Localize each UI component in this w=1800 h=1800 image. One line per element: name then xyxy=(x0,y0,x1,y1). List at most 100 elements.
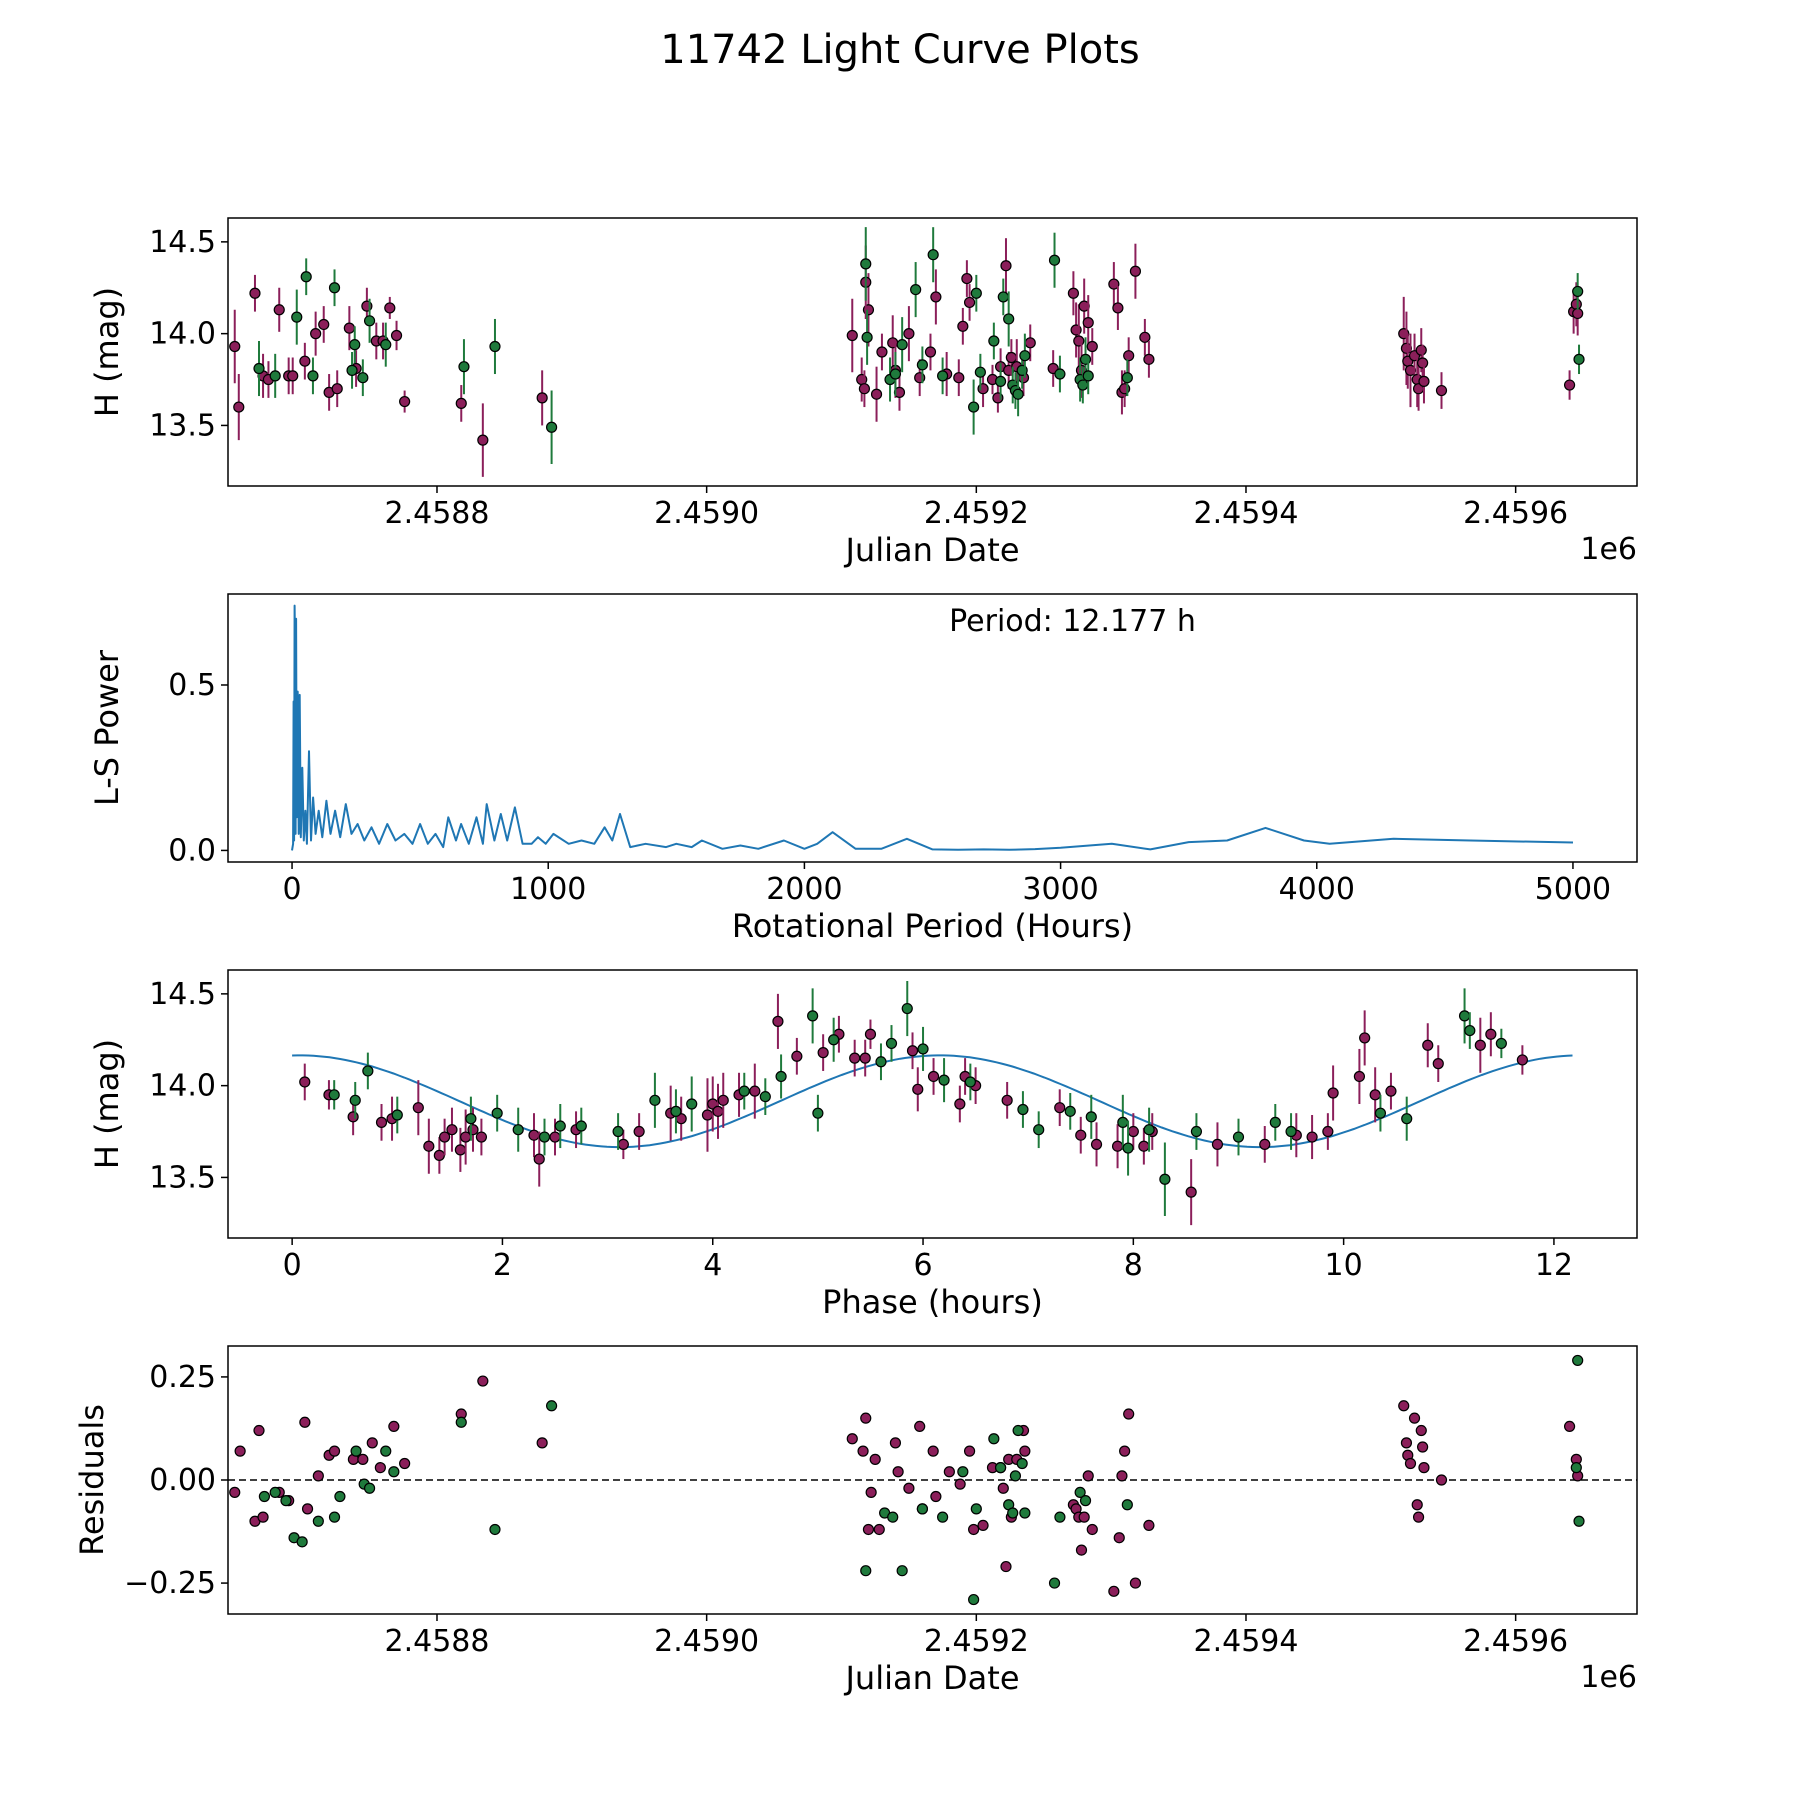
data-point-green xyxy=(1054,368,1066,380)
data-point-green xyxy=(901,1002,913,1015)
data-point-magenta xyxy=(549,1131,561,1143)
y-tick-label: 14.5 xyxy=(149,225,216,260)
data-point-magenta xyxy=(399,1457,411,1470)
data-point-magenta xyxy=(1417,1441,1429,1453)
data-point-magenta xyxy=(961,272,973,285)
data-point-green xyxy=(1016,1457,1028,1470)
data-point-magenta xyxy=(1418,1462,1430,1474)
data-point-green xyxy=(887,1511,899,1523)
data-point-green xyxy=(988,335,1000,347)
data-point-magenta xyxy=(1369,1089,1381,1101)
data-point-magenta xyxy=(1211,1138,1224,1150)
data-point-magenta xyxy=(1054,1102,1066,1114)
data-point-magenta xyxy=(1422,1039,1434,1051)
data-point-green xyxy=(970,1503,982,1515)
x-tick-label: 4 xyxy=(703,1248,722,1283)
data-point-green xyxy=(346,364,358,376)
data-point-magenta xyxy=(1418,375,1430,387)
data-point-green xyxy=(1374,1107,1387,1119)
data-point-magenta xyxy=(914,1420,926,1433)
data-point-magenta xyxy=(423,1140,435,1152)
data-point-green xyxy=(362,1065,374,1077)
y-axis-label: L-S Power xyxy=(88,649,126,806)
data-point-green xyxy=(350,1445,362,1457)
data-point-magenta xyxy=(1143,1519,1155,1531)
data-point-green xyxy=(1572,1354,1584,1367)
x-axis-label: Julian Date xyxy=(843,531,1019,569)
data-point-green xyxy=(994,1462,1007,1474)
data-point-green xyxy=(291,311,303,323)
data-point-green xyxy=(253,362,265,375)
data-point-green xyxy=(686,1098,698,1110)
data-point-magenta xyxy=(927,1445,939,1457)
y-axis-label: H (mag) xyxy=(88,1039,126,1169)
data-point-magenta xyxy=(1435,384,1448,397)
data-point-green xyxy=(1122,1142,1134,1154)
data-point-magenta xyxy=(846,329,858,342)
panel-residuals: 2.4588 2.4590 2.4592 2.4594 2.4596 −0.25 0.00 0… xyxy=(73,1345,1638,1697)
data-point-green xyxy=(380,1445,392,1457)
data-point-green xyxy=(545,1400,558,1412)
data-point-green xyxy=(1285,1125,1297,1138)
data-point-magenta xyxy=(455,397,467,409)
data-point-magenta xyxy=(791,1050,803,1062)
data-point-green xyxy=(1085,1111,1097,1123)
data-point-magenta xyxy=(433,1149,445,1161)
y-tick-label: 14.0 xyxy=(149,1069,216,1104)
period-annotation: Period: 12.177 h xyxy=(949,604,1196,639)
data-point-magenta xyxy=(331,383,343,395)
data-point-green xyxy=(896,339,908,351)
data-point-magenta xyxy=(1185,1186,1197,1198)
data-point-magenta xyxy=(357,1453,369,1465)
data-point-green xyxy=(916,359,928,371)
data-point-magenta xyxy=(1113,1532,1125,1544)
data-point-green xyxy=(1048,254,1061,266)
data-point-green xyxy=(1190,1125,1203,1138)
data-point-magenta xyxy=(1001,1094,1013,1106)
x-tick-label: 5000 xyxy=(1535,872,1611,907)
data-point-magenta xyxy=(229,1486,241,1498)
data-point-magenta xyxy=(1411,1499,1423,1511)
data-point-green xyxy=(1033,1124,1045,1136)
data-point-magenta xyxy=(957,320,969,332)
data-point-magenta xyxy=(860,1412,872,1424)
data-point-green xyxy=(1064,1105,1076,1117)
data-point-magenta xyxy=(858,383,871,395)
data-point-magenta xyxy=(927,1070,940,1083)
data-point-magenta xyxy=(467,1124,479,1136)
data-point-green xyxy=(258,1490,271,1503)
data-point-green xyxy=(738,1085,750,1097)
data-point-green xyxy=(538,1131,551,1143)
data-point-green xyxy=(1017,1103,1029,1116)
data-point-magenta xyxy=(772,1015,784,1027)
data-point-magenta xyxy=(390,329,403,342)
data-point-magenta xyxy=(439,1131,451,1143)
data-point-magenta xyxy=(536,1437,548,1449)
data-point-magenta xyxy=(924,346,937,358)
data-point-green xyxy=(612,1125,624,1138)
data-point-green xyxy=(916,1503,928,1515)
data-point-magenta xyxy=(1259,1138,1271,1150)
data-point-green xyxy=(1003,313,1015,325)
data-point-magenta xyxy=(253,1424,265,1437)
data-point-magenta xyxy=(1112,302,1124,314)
periodogram-line xyxy=(291,604,1574,851)
data-point-green xyxy=(280,1495,292,1507)
data-point-green xyxy=(349,339,361,351)
data-point-green xyxy=(670,1105,682,1117)
data-point-magenta xyxy=(1415,1424,1427,1437)
data-point-magenta xyxy=(475,1131,488,1143)
data-point-green xyxy=(1573,353,1585,365)
data-point-magenta xyxy=(859,1052,871,1064)
data-point-magenta xyxy=(343,322,355,334)
data-point-magenta xyxy=(1123,1408,1135,1420)
data-point-magenta xyxy=(533,1153,545,1165)
data-point-green xyxy=(649,1094,661,1106)
data-point-magenta xyxy=(328,1445,341,1457)
data-point-magenta xyxy=(273,304,285,316)
data-point-magenta xyxy=(617,1138,629,1150)
data-point-green xyxy=(296,1536,308,1548)
data-point-magenta xyxy=(310,328,322,340)
data-point-magenta xyxy=(1000,1560,1012,1573)
data-point-magenta xyxy=(1435,1474,1448,1486)
